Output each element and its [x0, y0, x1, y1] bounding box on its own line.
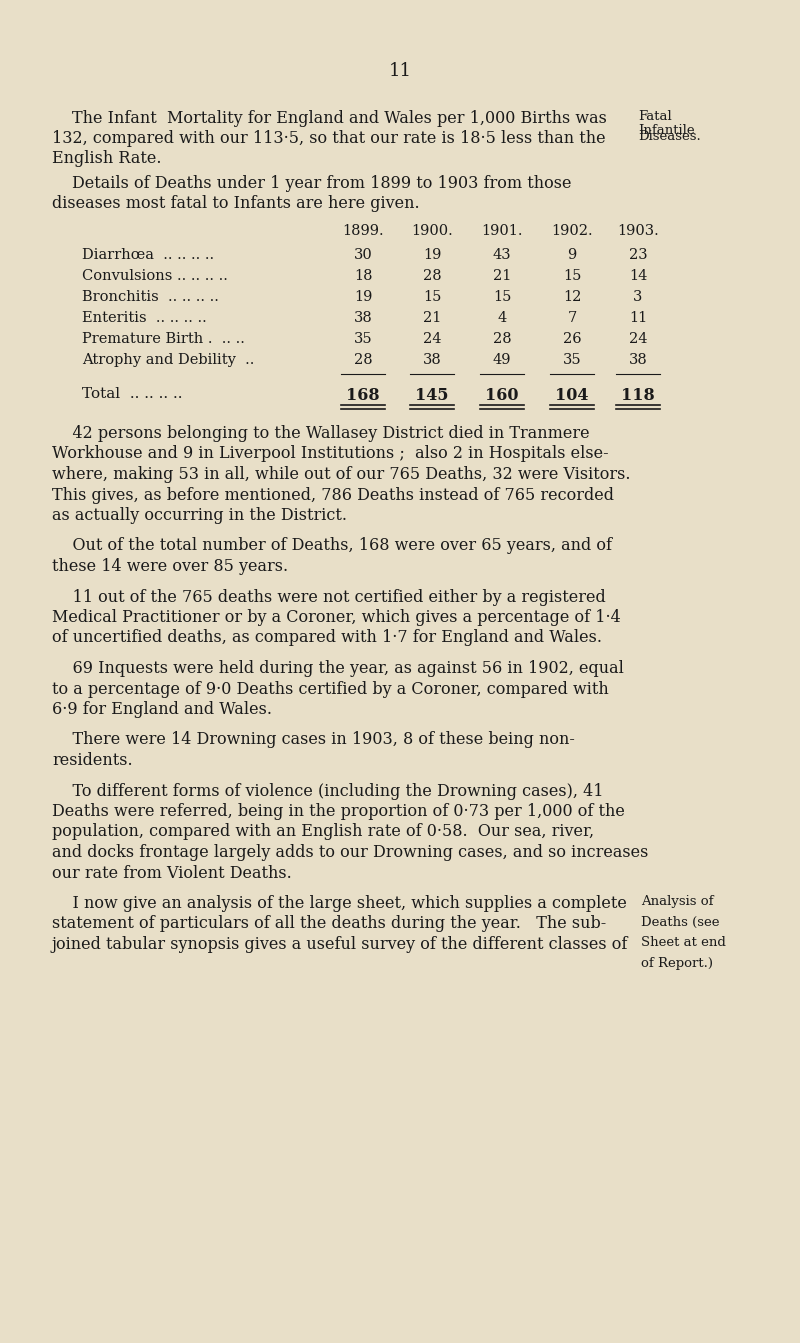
Text: 21: 21 [493, 269, 511, 283]
Text: Bronchitis  .. .. .. ..: Bronchitis .. .. .. .. [82, 290, 219, 304]
Text: and docks frontage largely adds to our Drowning cases, and so increases: and docks frontage largely adds to our D… [52, 843, 648, 861]
Text: 1899.: 1899. [342, 224, 384, 238]
Text: 15: 15 [493, 290, 511, 304]
Text: 7: 7 [567, 312, 577, 325]
Text: 1902.: 1902. [551, 224, 593, 238]
Text: 14: 14 [629, 269, 647, 283]
Text: Diseases.: Diseases. [638, 130, 701, 142]
Text: 11: 11 [629, 312, 647, 325]
Text: 104: 104 [555, 387, 589, 404]
Text: 132, compared with our 113·5, so that our rate is 18·5 less than the: 132, compared with our 113·5, so that ou… [52, 130, 606, 146]
Text: Fatal: Fatal [638, 110, 672, 124]
Text: 43: 43 [493, 248, 511, 262]
Text: 9: 9 [567, 248, 577, 262]
Text: To different forms of violence (including the Drowning cases), 41: To different forms of violence (includin… [52, 783, 603, 799]
Text: 19: 19 [423, 248, 441, 262]
Text: 26: 26 [562, 332, 582, 346]
Text: 24: 24 [422, 332, 442, 346]
Text: of uncertified deaths, as compared with 1·7 for England and Wales.: of uncertified deaths, as compared with … [52, 630, 602, 646]
Text: 28: 28 [422, 269, 442, 283]
Text: I now give an analysis of the large sheet, which supplies a complete: I now give an analysis of the large shee… [52, 894, 627, 912]
Text: these 14 were over 85 years.: these 14 were over 85 years. [52, 557, 288, 575]
Text: Atrophy and Debility  ..: Atrophy and Debility .. [82, 353, 254, 367]
Text: population, compared with an English rate of 0·58.  Our sea, river,: population, compared with an English rat… [52, 823, 594, 841]
Text: 12: 12 [563, 290, 581, 304]
Text: to a percentage of 9·0 Deaths certified by a Coroner, compared with: to a percentage of 9·0 Deaths certified … [52, 681, 609, 697]
Text: 1903.: 1903. [617, 224, 659, 238]
Text: 23: 23 [629, 248, 647, 262]
Text: 11 out of the 765 deaths were not certified either by a registered: 11 out of the 765 deaths were not certif… [52, 588, 606, 606]
Text: Premature Birth .  .. ..: Premature Birth . .. .. [82, 332, 245, 346]
Text: 42 persons belonging to the Wallasey District died in Tranmere: 42 persons belonging to the Wallasey Dis… [52, 424, 590, 442]
Text: 118: 118 [621, 387, 655, 404]
Text: Workhouse and 9 in Liverpool Institutions ;  also 2 in Hospitals else-: Workhouse and 9 in Liverpool Institution… [52, 446, 609, 462]
Text: 1900.: 1900. [411, 224, 453, 238]
Text: 28: 28 [354, 353, 372, 367]
Text: 30: 30 [354, 248, 372, 262]
Text: Convulsions .. .. .. ..: Convulsions .. .. .. .. [82, 269, 228, 283]
Text: 160: 160 [486, 387, 518, 404]
Text: 49: 49 [493, 353, 511, 367]
Text: There were 14 Drowning cases in 1903, 8 of these being non-: There were 14 Drowning cases in 1903, 8 … [52, 732, 575, 748]
Text: statement of particulars of all the deaths during the year.   The sub-: statement of particulars of all the deat… [52, 916, 606, 932]
Text: 38: 38 [422, 353, 442, 367]
Text: 38: 38 [629, 353, 647, 367]
Text: 1901.: 1901. [482, 224, 522, 238]
Text: 19: 19 [354, 290, 372, 304]
Text: 28: 28 [493, 332, 511, 346]
Text: where, making 53 in all, while out of our 765 Deaths, 32 were Visitors.: where, making 53 in all, while out of ou… [52, 466, 630, 483]
Text: 69 Inquests were held during the year, as against 56 in 1902, equal: 69 Inquests were held during the year, a… [52, 659, 624, 677]
Text: residents.: residents. [52, 752, 133, 770]
Text: 24: 24 [629, 332, 647, 346]
Text: The Infant  Mortality for England and Wales per 1,000 Births was: The Infant Mortality for England and Wal… [72, 110, 607, 128]
Text: Deaths (see: Deaths (see [641, 916, 719, 928]
Text: our rate from Violent Deaths.: our rate from Violent Deaths. [52, 865, 292, 881]
Text: joined tabular synopsis gives a useful survey of the different classes of: joined tabular synopsis gives a useful s… [52, 936, 628, 954]
Text: of Report.): of Report.) [641, 956, 713, 970]
Text: Details of Deaths under 1 year from 1899 to 1903 from those: Details of Deaths under 1 year from 1899… [72, 175, 571, 192]
Text: Infantile: Infantile [638, 124, 694, 137]
Text: This gives, as before mentioned, 786 Deaths instead of 765 recorded: This gives, as before mentioned, 786 Dea… [52, 486, 614, 504]
Text: Analysis of: Analysis of [641, 894, 714, 908]
Text: Medical Practitioner or by a Coroner, which gives a percentage of 1·4: Medical Practitioner or by a Coroner, wh… [52, 608, 621, 626]
Text: 15: 15 [423, 290, 441, 304]
Text: Deaths were referred, being in the proportion of 0·73 per 1,000 of the: Deaths were referred, being in the propo… [52, 803, 625, 821]
Text: Out of the total number of Deaths, 168 were over 65 years, and of: Out of the total number of Deaths, 168 w… [52, 537, 612, 555]
Text: diseases most fatal to Infants are here given.: diseases most fatal to Infants are here … [52, 195, 420, 212]
Text: Enteritis  .. .. .. ..: Enteritis .. .. .. .. [82, 312, 206, 325]
Text: 168: 168 [346, 387, 380, 404]
Text: 18: 18 [354, 269, 372, 283]
Text: 21: 21 [423, 312, 441, 325]
Text: 38: 38 [354, 312, 372, 325]
Text: Diarrhœa  .. .. .. ..: Diarrhœa .. .. .. .. [82, 248, 214, 262]
Text: 35: 35 [562, 353, 582, 367]
Text: 145: 145 [415, 387, 449, 404]
Text: 35: 35 [354, 332, 372, 346]
Text: Sheet at end: Sheet at end [641, 936, 726, 950]
Text: 3: 3 [634, 290, 642, 304]
Text: Total  .. .. .. ..: Total .. .. .. .. [82, 387, 182, 402]
Text: 6·9 for England and Wales.: 6·9 for England and Wales. [52, 701, 272, 719]
Text: 15: 15 [563, 269, 581, 283]
Text: 11: 11 [389, 62, 411, 81]
Text: English Rate.: English Rate. [52, 150, 162, 167]
Text: as actually occurring in the District.: as actually occurring in the District. [52, 508, 347, 524]
Text: 4: 4 [498, 312, 506, 325]
